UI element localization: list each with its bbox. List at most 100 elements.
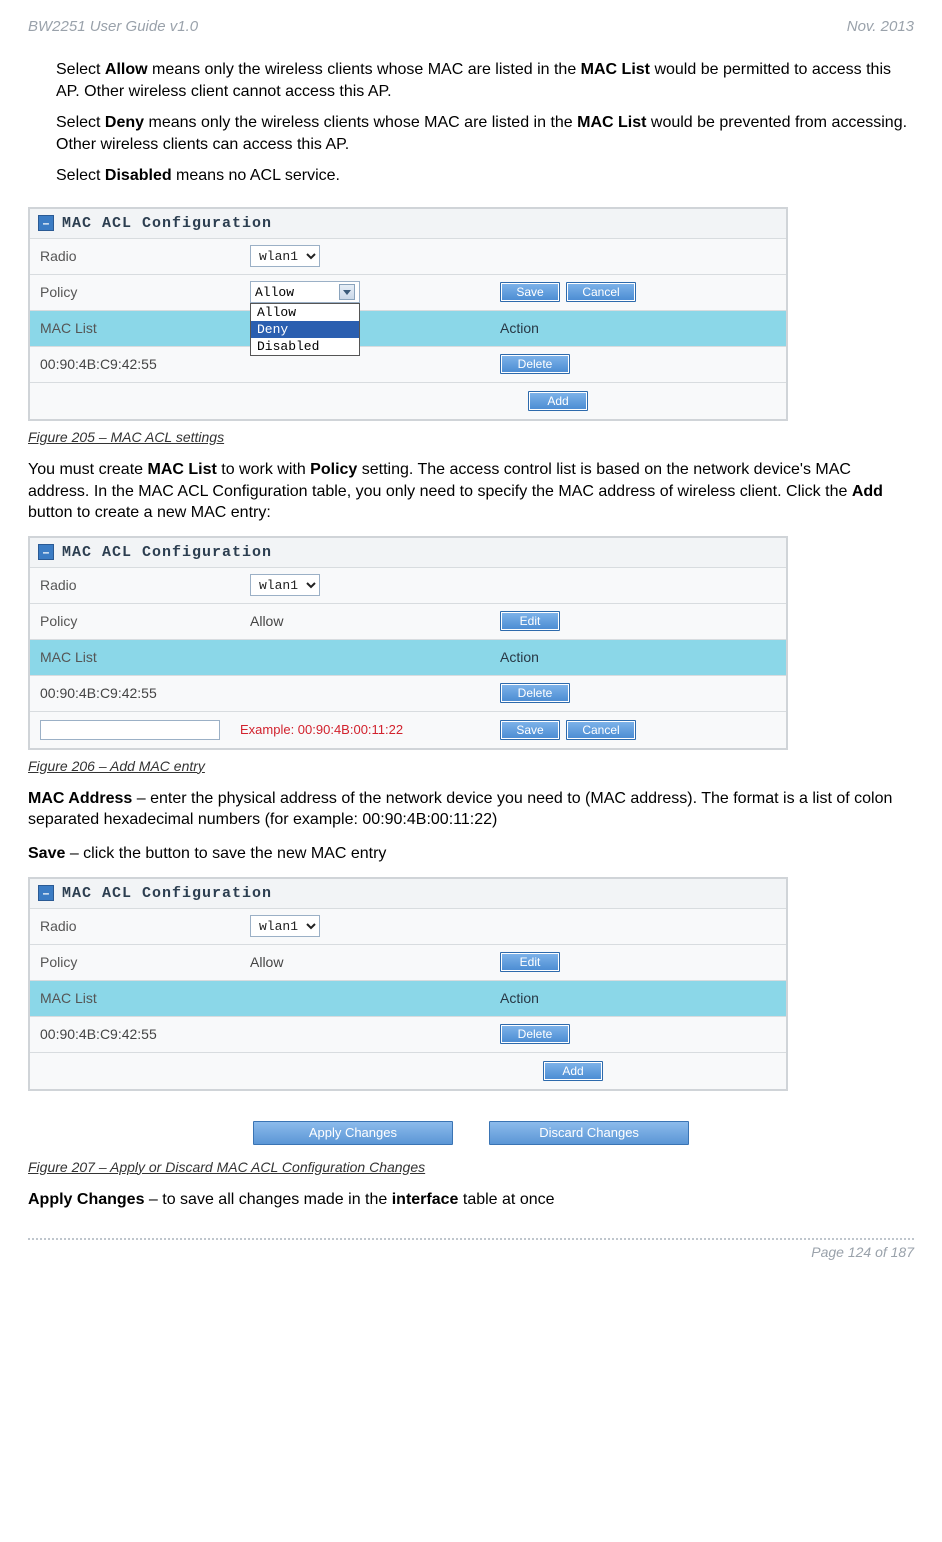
- radio-row: Radio wlan1: [30, 568, 786, 604]
- policy-row: Policy Allow Edit: [30, 604, 786, 640]
- bold-allow: Allow: [105, 61, 148, 78]
- select-box[interactable]: Allow: [250, 281, 360, 303]
- policy-option-allow[interactable]: Allow: [251, 304, 359, 321]
- bold-policy: Policy: [310, 461, 357, 478]
- maclist-label: MAC List: [40, 990, 250, 1006]
- policy-label: Policy: [40, 284, 250, 300]
- mac-entry-row: 00:90:4B:C9:42:55 Delete: [30, 347, 786, 383]
- panel-header: – MAC ACL Configuration: [30, 879, 786, 909]
- page-header: BW2251 User Guide v1.0 Nov. 2013: [28, 18, 914, 35]
- maclist-label: MAC List: [40, 320, 250, 336]
- add-button[interactable]: Add: [543, 1061, 603, 1081]
- mac-entry-row: 00:90:4B:C9:42:55 Delete: [30, 1017, 786, 1053]
- policy-value: Allow: [250, 613, 500, 629]
- radio-select[interactable]: wlan1: [250, 574, 320, 596]
- selected-value: Allow: [255, 285, 294, 300]
- policy-dropdown-list: Allow Deny Disabled: [250, 303, 360, 356]
- bold-interface: interface: [392, 1191, 459, 1208]
- text: to work with: [217, 461, 310, 478]
- text: button to create a new MAC entry:: [28, 504, 271, 521]
- radio-select[interactable]: wlan1: [250, 915, 320, 937]
- bold-deny: Deny: [105, 114, 144, 131]
- figure-caption-207: Figure 207 – Apply or Discard MAC ACL Co…: [28, 1159, 914, 1175]
- edit-button[interactable]: Edit: [500, 611, 560, 631]
- mid-para-1: You must create MAC List to work with Po…: [28, 459, 914, 524]
- mac-address-para: MAC Address – enter the physical address…: [28, 788, 914, 831]
- collapse-icon[interactable]: –: [38, 544, 54, 560]
- page-number: Page 124 of 187: [811, 1244, 914, 1260]
- panel-header: – MAC ACL Configuration: [30, 209, 786, 239]
- bold-apply: Apply Changes: [28, 1191, 144, 1208]
- radio-label: Radio: [40, 918, 250, 934]
- figure-caption-205: Figure 205 – MAC ACL settings: [28, 429, 914, 445]
- radio-row: Radio wlan1: [30, 239, 786, 275]
- apply-discard-row: Apply Changes Discard Changes: [28, 1121, 914, 1145]
- doc-date: Nov. 2013: [847, 18, 914, 35]
- policy-select[interactable]: Allow Allow Deny Disabled: [250, 281, 360, 303]
- text: – enter the physical address of the netw…: [28, 790, 892, 829]
- text: table at once: [458, 1191, 554, 1208]
- policy-label: Policy: [40, 954, 250, 970]
- policy-value: Allow: [250, 954, 500, 970]
- mac-entry: 00:90:4B:C9:42:55: [40, 1026, 500, 1042]
- bold-maclist: MAC List: [147, 461, 216, 478]
- radio-label: Radio: [40, 577, 250, 593]
- policy-label: Policy: [40, 613, 250, 629]
- radio-row: Radio wlan1: [30, 909, 786, 945]
- delete-button[interactable]: Delete: [500, 683, 570, 703]
- policy-option-deny[interactable]: Deny: [251, 321, 359, 338]
- add-row: Add: [30, 383, 786, 419]
- cancel-button[interactable]: Cancel: [566, 282, 636, 302]
- panel-title: MAC ACL Configuration: [62, 885, 272, 902]
- intro-block: Select Allow means only the wireless cli…: [56, 59, 914, 187]
- delete-button[interactable]: Delete: [500, 1024, 570, 1044]
- apply-changes-para: Apply Changes – to save all changes made…: [28, 1189, 914, 1211]
- radio-select[interactable]: wlan1: [250, 245, 320, 267]
- bold-save: Save: [28, 845, 65, 862]
- action-label: Action: [500, 320, 776, 336]
- save-para: Save – click the button to save the new …: [28, 843, 914, 865]
- text: means only the wireless clients whose MA…: [144, 114, 577, 131]
- text: means only the wireless clients whose MA…: [148, 61, 581, 78]
- apply-changes-button[interactable]: Apply Changes: [253, 1121, 453, 1145]
- cancel-button[interactable]: Cancel: [566, 720, 636, 740]
- mac-entry: 00:90:4B:C9:42:55: [40, 356, 500, 372]
- doc-title: BW2251 User Guide v1.0: [28, 18, 198, 35]
- collapse-icon[interactable]: –: [38, 215, 54, 231]
- text: – click the button to save the new MAC e…: [65, 845, 386, 862]
- intro-para-disabled: Select Disabled means no ACL service.: [56, 165, 914, 187]
- figure-caption-206: Figure 206 – Add MAC entry: [28, 758, 914, 774]
- collapse-icon[interactable]: –: [38, 885, 54, 901]
- save-button[interactable]: Save: [500, 720, 560, 740]
- save-button[interactable]: Save: [500, 282, 560, 302]
- panel-header: – MAC ACL Configuration: [30, 538, 786, 568]
- maclist-header-row: MAC List Action: [30, 981, 786, 1017]
- mac-acl-panel-1: – MAC ACL Configuration Radio wlan1 Poli…: [28, 207, 788, 421]
- delete-button[interactable]: Delete: [500, 354, 570, 374]
- mac-acl-panel-2: – MAC ACL Configuration Radio wlan1 Poli…: [28, 536, 788, 750]
- policy-row: Policy Allow Edit: [30, 945, 786, 981]
- bold-maclist: MAC List: [581, 61, 650, 78]
- edit-button[interactable]: Edit: [500, 952, 560, 972]
- mac-input[interactable]: [40, 720, 220, 740]
- mac-entry-row: 00:90:4B:C9:42:55 Delete: [30, 676, 786, 712]
- example-text: Example: 00:90:4B:00:11:22: [240, 722, 500, 737]
- text: – to save all changes made in the: [144, 1191, 391, 1208]
- panel-title: MAC ACL Configuration: [62, 215, 272, 232]
- page-footer: Page 124 of 187: [28, 1238, 914, 1260]
- text: means no ACL service.: [172, 167, 340, 184]
- mac-acl-panel-3: – MAC ACL Configuration Radio wlan1 Poli…: [28, 877, 788, 1091]
- maclist-header-row: MAC List Action: [30, 640, 786, 676]
- add-button[interactable]: Add: [528, 391, 588, 411]
- text: Select: [56, 167, 105, 184]
- new-entry-row: Example: 00:90:4B:00:11:22 Save Cancel: [30, 712, 786, 748]
- policy-row: Policy Allow Allow Deny Disabled Save Ca…: [30, 275, 786, 311]
- chevron-down-icon[interactable]: [339, 284, 355, 300]
- discard-changes-button[interactable]: Discard Changes: [489, 1121, 689, 1145]
- intro-para-deny: Select Deny means only the wireless clie…: [56, 112, 914, 155]
- bold-add: Add: [852, 483, 883, 500]
- action-label: Action: [500, 990, 776, 1006]
- bold-mac-address: MAC Address: [28, 790, 132, 807]
- text: Select: [56, 61, 105, 78]
- policy-option-disabled[interactable]: Disabled: [251, 338, 359, 355]
